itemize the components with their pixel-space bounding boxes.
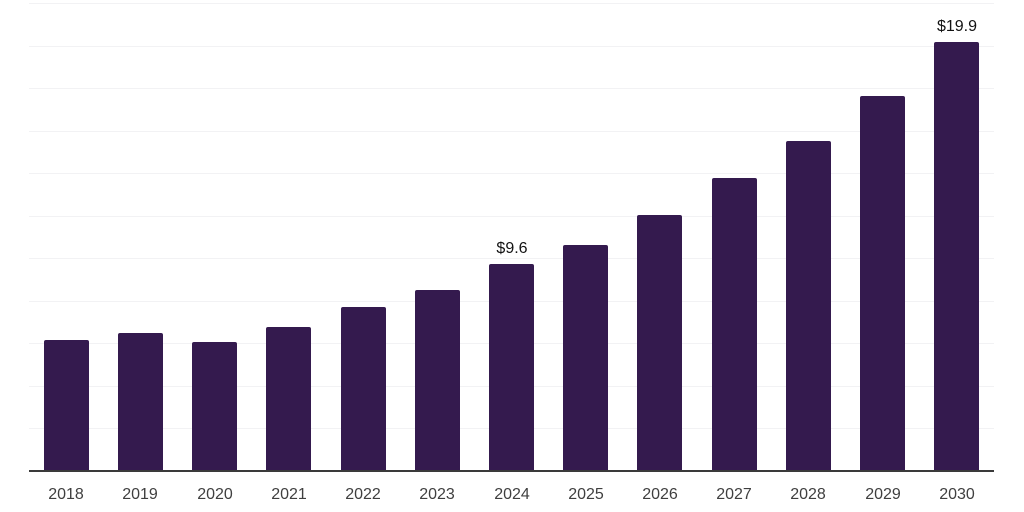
bar-value-label-2030: $19.9 <box>936 18 978 35</box>
x-tick-label-2021: 2021 <box>271 486 307 503</box>
x-tick-label-2026: 2026 <box>642 486 678 503</box>
x-tick-label-2019: 2019 <box>122 486 158 503</box>
bar-2028 <box>786 141 831 471</box>
bar-2029 <box>860 96 905 471</box>
bar-2025 <box>563 245 608 471</box>
bar-value-label-2024: $9.6 <box>496 240 528 257</box>
bar-2020 <box>192 342 237 471</box>
bar-2019 <box>118 333 163 471</box>
bar-2024 <box>489 264 534 471</box>
gridline <box>29 173 994 174</box>
gridline <box>29 216 994 217</box>
bar-2027 <box>712 178 757 471</box>
bar-2026 <box>637 215 682 471</box>
x-axis-line <box>29 470 994 472</box>
gridline <box>29 3 994 4</box>
x-tick-label-2030: 2030 <box>939 486 975 503</box>
x-tick-label-2018: 2018 <box>48 486 84 503</box>
x-tick-label-2027: 2027 <box>716 486 752 503</box>
x-tick-label-2024: 2024 <box>494 486 530 503</box>
x-tick-label-2025: 2025 <box>568 486 604 503</box>
gridline <box>29 258 994 259</box>
x-tick-label-2022: 2022 <box>345 486 381 503</box>
bar-2022 <box>341 307 386 471</box>
x-tick-label-2023: 2023 <box>419 486 455 503</box>
gridline <box>29 88 994 89</box>
bar-2023 <box>415 290 460 471</box>
x-tick-label-2029: 2029 <box>865 486 901 503</box>
x-tick-label-2020: 2020 <box>197 486 233 503</box>
bar-2030 <box>934 42 979 471</box>
bar-2021 <box>266 327 311 471</box>
gridline <box>29 46 994 47</box>
bar-2018 <box>44 340 89 471</box>
gridline <box>29 131 994 132</box>
x-tick-label-2028: 2028 <box>790 486 826 503</box>
